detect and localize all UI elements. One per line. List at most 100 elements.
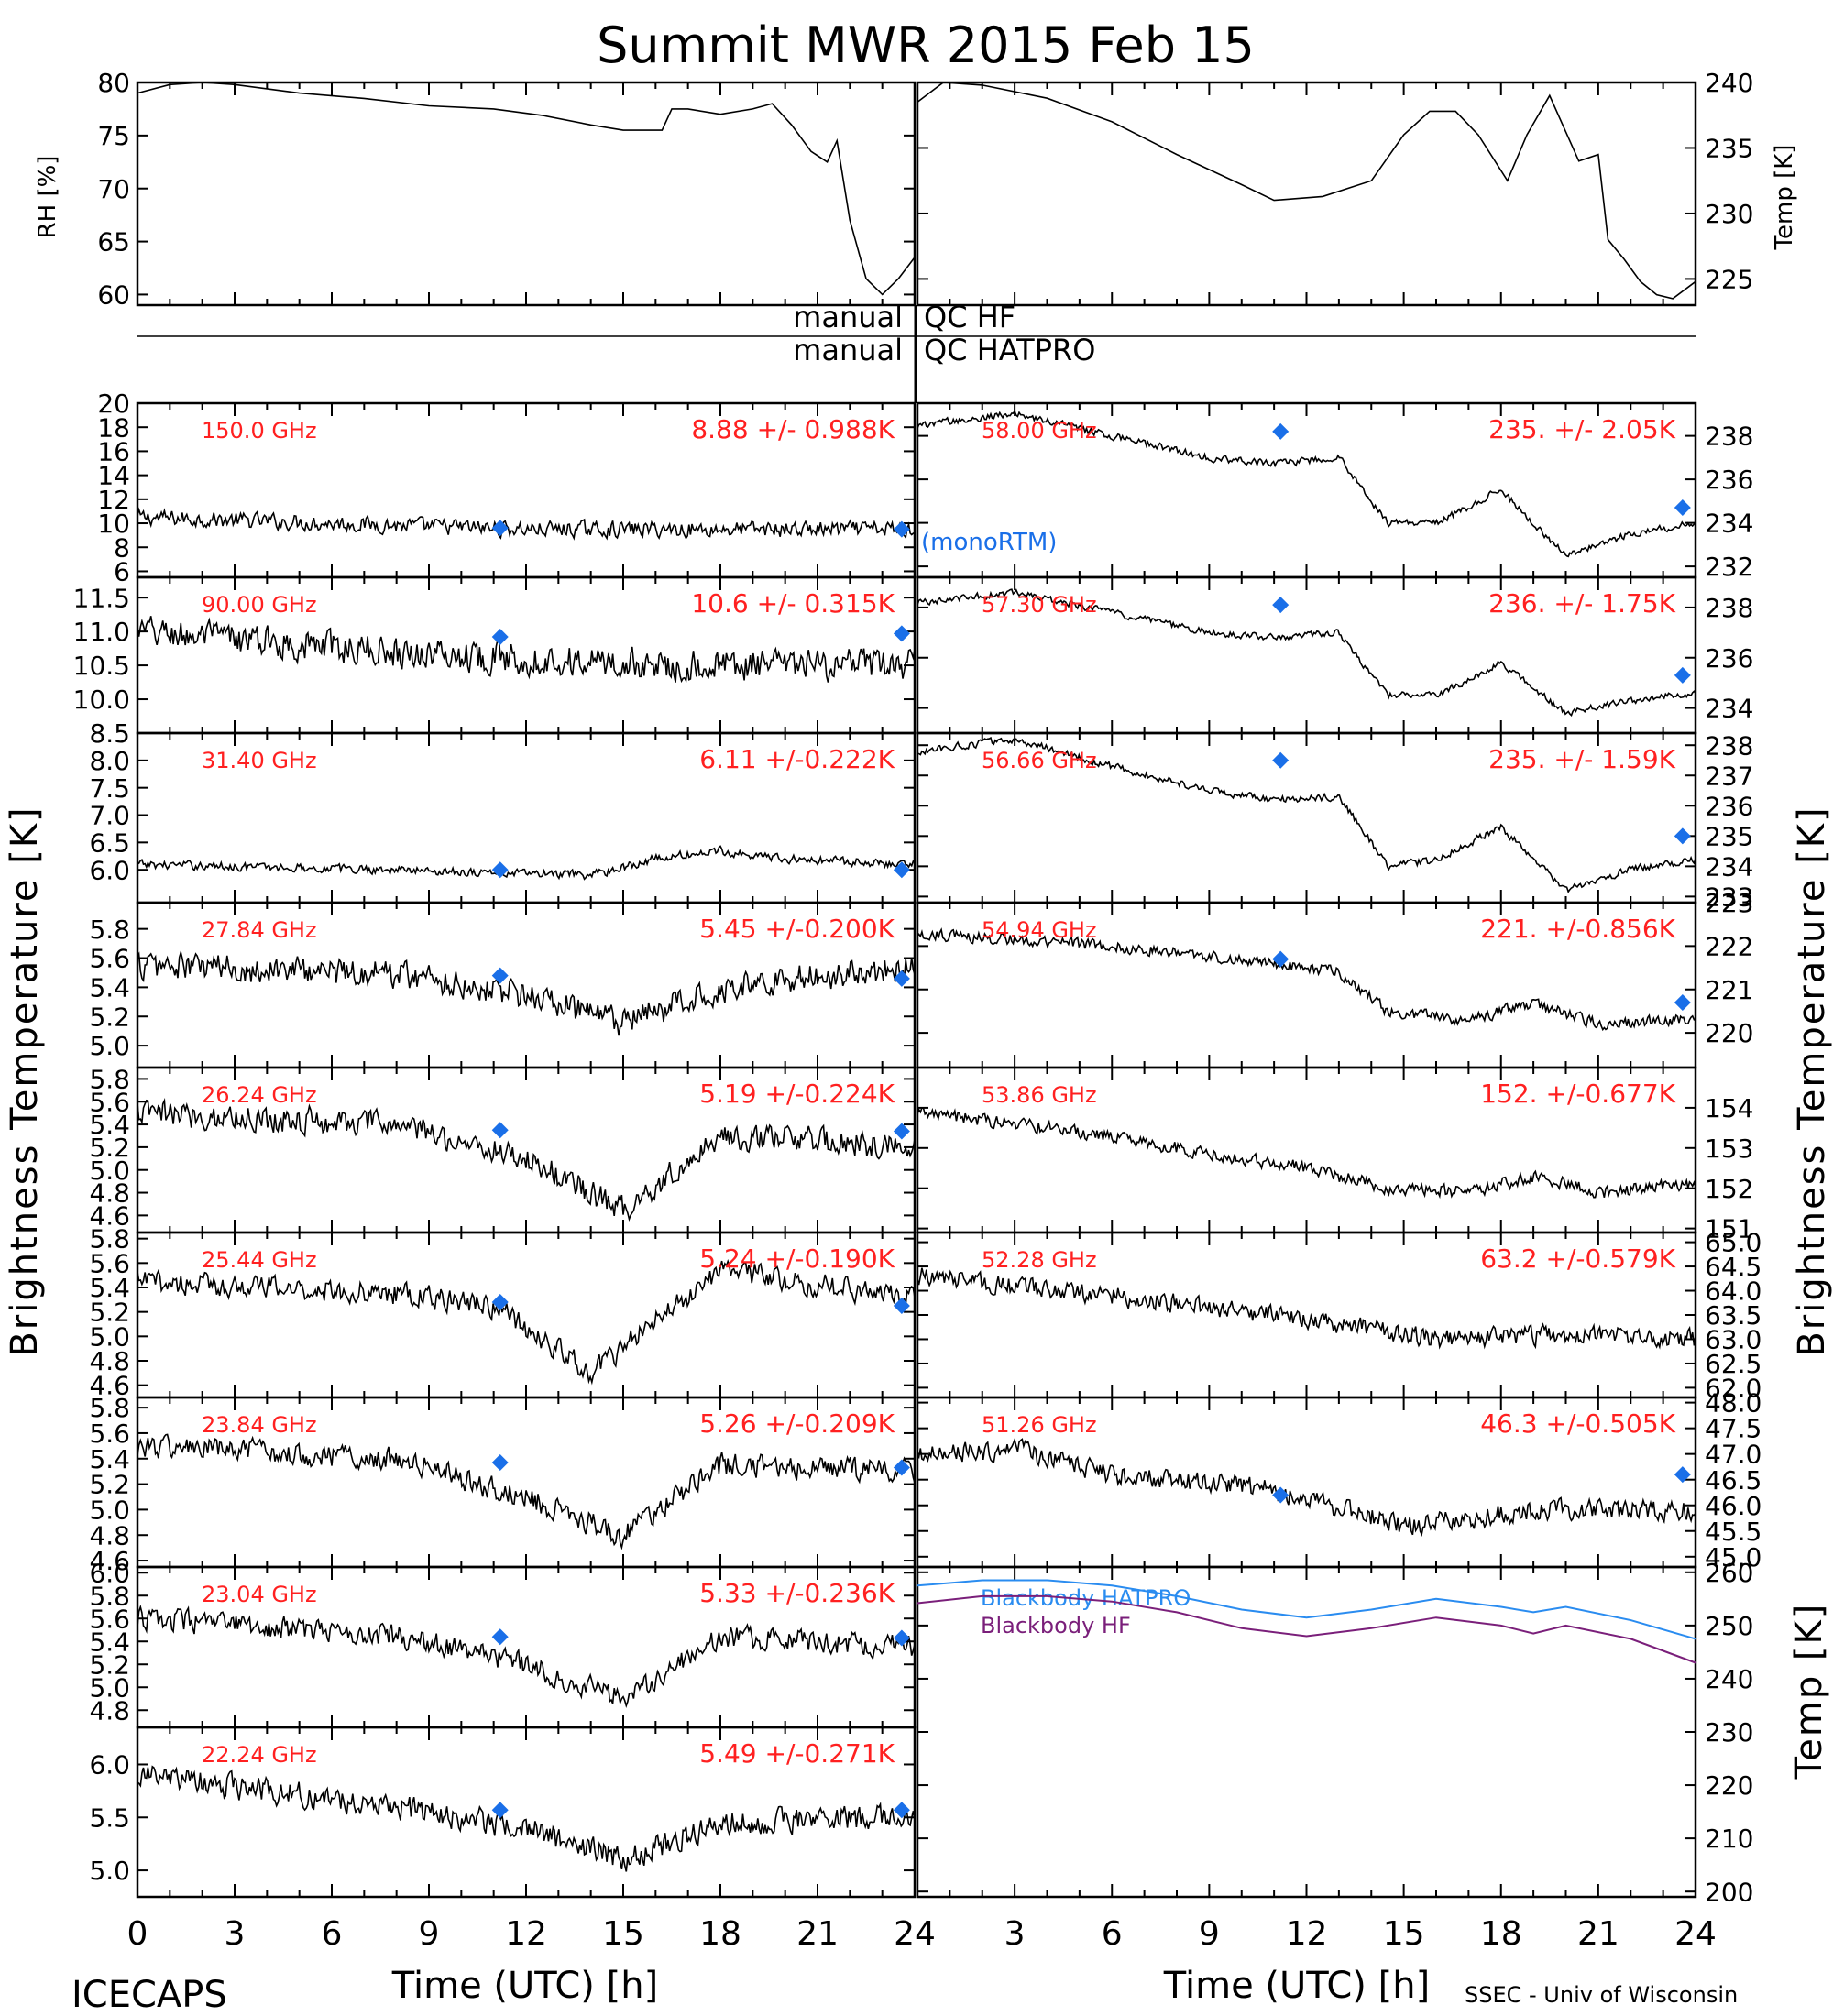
- temp-top-panel: 225 230 235 240: [916, 68, 1753, 307]
- ch150-ytick-label: 6: [114, 557, 130, 587]
- footer-ssec: SSEC - Univ of Wisconsin: [1465, 1982, 1738, 2008]
- ch26-ytick-label: 5.0: [89, 1156, 130, 1186]
- ch90-trace: [137, 616, 916, 684]
- ch22-trace: [137, 1765, 916, 1872]
- ch53-stat-label: 152. +/-0.677K: [1480, 1079, 1675, 1109]
- ch54-trace: [916, 927, 1696, 1032]
- ch58-ytick-label: 234: [1705, 509, 1753, 539]
- ch57-trace: [916, 588, 1696, 718]
- ch23_84-ytick-label: 5.4: [89, 1444, 130, 1474]
- blackbody-panel: 200 210 220 230 240 250 260: [916, 1558, 1753, 1907]
- temp-top-series-line: [916, 82, 1696, 300]
- xtick-label-right: 21: [1577, 1915, 1619, 1953]
- ch25-ytick-label: 5.0: [89, 1321, 130, 1352]
- ch51-ytick-label: 45.0: [1705, 1542, 1762, 1572]
- ch150-ytick-label: 10: [97, 509, 130, 539]
- ch58-panel: 232 234 236 238 58.00 GHz 235. +/- 2.05K: [916, 401, 1753, 582]
- ch53-ytick-label: 152: [1705, 1174, 1753, 1204]
- ch54-ytick-label: 222: [1705, 931, 1753, 961]
- ch23_84-ytick-label: 5.6: [89, 1419, 130, 1449]
- ch26-ytick-label: 4.6: [89, 1200, 130, 1231]
- xtick-label-right: 3: [1004, 1915, 1026, 1953]
- blackbody-ytick-label: 250: [1705, 1611, 1753, 1641]
- ch90-model-marker: [893, 625, 910, 642]
- ch150-ytick-label: 8: [114, 532, 130, 563]
- bb-hf-label: Blackbody HF: [981, 1613, 1131, 1638]
- ch90-ytick-label: 10.0: [73, 685, 130, 715]
- temp-top-ytick-label: 240: [1705, 68, 1753, 98]
- ch23_84-stat-label: 5.26 +/-0.209K: [699, 1408, 895, 1439]
- ch25-ytick-label: 4.6: [89, 1371, 130, 1401]
- ch27-channel-label: 27.84 GHz: [202, 917, 317, 943]
- temp-top-ytick-label: 225: [1705, 264, 1753, 294]
- xtick-label-left: 9: [419, 1915, 440, 1953]
- ch31-ytick-label: 6.0: [89, 855, 130, 885]
- ch58-trace: [916, 410, 1696, 558]
- ch90-channel-label: 90.00 GHz: [202, 592, 317, 618]
- time-axis-label-right: Time (UTC) [h]: [1163, 1965, 1430, 2007]
- xtick-label-left: 3: [225, 1915, 246, 1953]
- ch51-stat-label: 46.3 +/-0.505K: [1480, 1408, 1675, 1439]
- footer-icecaps: ICECAPS: [71, 1974, 227, 2016]
- ch56-model-marker: [1272, 751, 1290, 769]
- ch23_04-ytick-label: 5.6: [89, 1604, 130, 1634]
- ch54-ytick-label: 223: [1705, 888, 1753, 918]
- ch56-ytick-label: 233: [1705, 882, 1753, 912]
- ch31-stat-label: 6.11 +/-0.222K: [699, 744, 895, 774]
- ch57-ytick-label: 234: [1705, 694, 1753, 724]
- ch90-ytick-label: 10.5: [73, 651, 130, 681]
- ch22-ytick-label: 6.0: [89, 1750, 130, 1780]
- ch23_84-model-marker: [491, 1453, 509, 1471]
- temp-top-ytick-label: 230: [1705, 199, 1753, 229]
- ch22-channel-label: 22.24 GHz: [202, 1742, 317, 1768]
- monortm-label: (monoRTM): [921, 529, 1057, 556]
- ch31-trace: [137, 845, 916, 881]
- ch90-panel: 10.0 10.5 11.0 11.5 90.00 GHz 10.6 +/- 0.315K: [73, 575, 916, 735]
- ch51-ytick-label: 48.0: [1705, 1388, 1762, 1419]
- ch23_84-panel: 4.64.85.05.25.45.65.8 23.84 GHz 5.26 +/-0.…: [89, 1393, 916, 1576]
- blackbody-ytick-label: 210: [1705, 1824, 1753, 1854]
- ch53-ytick-label: 153: [1705, 1134, 1753, 1164]
- ch53-ytick-label: 154: [1705, 1093, 1753, 1123]
- ch26-model-marker: [491, 1122, 509, 1139]
- ch31-model-marker: [491, 861, 509, 879]
- xtick-label-left: 6: [322, 1915, 343, 1953]
- ch52-ytick-label: 65.0: [1705, 1228, 1762, 1258]
- ch57-ytick-label: 236: [1705, 643, 1753, 674]
- ch25-ytick-label: 5.8: [89, 1224, 130, 1255]
- ch52-channel-label: 52.28 GHz: [982, 1247, 1097, 1273]
- ch150-ytick-label: 14: [97, 461, 130, 491]
- rh-frame: [136, 81, 916, 307]
- rh-axis-label: RH [%]: [34, 156, 61, 239]
- ch54-ytick-label: 220: [1705, 1018, 1753, 1048]
- ch51-ytick-label: 47.0: [1705, 1440, 1762, 1470]
- ch26-model-marker: [893, 1123, 910, 1140]
- ch57-ytick-label: 238: [1705, 593, 1753, 623]
- ch23_84-trace: [137, 1433, 916, 1550]
- ch22-ytick-label: 5.5: [89, 1802, 130, 1833]
- ch22-stat-label: 5.49 +/-0.271K: [699, 1738, 895, 1769]
- blackbody-series-line: [916, 1579, 1696, 1640]
- ch51-panel: 45.045.546.046.547.047.548.0 51.26 GHz 46.…: [916, 1388, 1762, 1572]
- ch25-ytick-label: 5.6: [89, 1248, 130, 1278]
- ch25-channel-label: 25.44 GHz: [202, 1247, 317, 1273]
- ch23_84-ytick-label: 5.8: [89, 1393, 130, 1423]
- qc-hatpro-label: QC HATPRO: [924, 333, 1095, 367]
- ch25-panel: 4.64.85.05.25.45.65.8 25.44 GHz 5.24 +/-0.…: [89, 1224, 916, 1401]
- ch90-model-marker: [491, 629, 509, 646]
- xtick-label-left: 18: [699, 1915, 741, 1953]
- ch31-ytick-label: 8.0: [89, 746, 130, 776]
- ch27-ytick-label: 5.8: [89, 915, 130, 945]
- ch150-trace: [137, 507, 916, 541]
- rh-ytick-label: 75: [97, 121, 130, 151]
- ch52-ytick-label: 64.0: [1705, 1276, 1762, 1307]
- xtick-label-left: 0: [127, 1915, 148, 1953]
- temp-top-frame: [916, 81, 1697, 307]
- ch27-ytick-label: 5.4: [89, 972, 130, 1003]
- ch53-panel: 151 152 153 154 53.86 GHz 152. +/-0.677K: [916, 1066, 1753, 1244]
- temp-top-axis-label: Temp [K]: [1771, 145, 1798, 251]
- ch23_84-ytick-label: 4.8: [89, 1520, 130, 1550]
- xtick-label-left: 21: [796, 1915, 839, 1953]
